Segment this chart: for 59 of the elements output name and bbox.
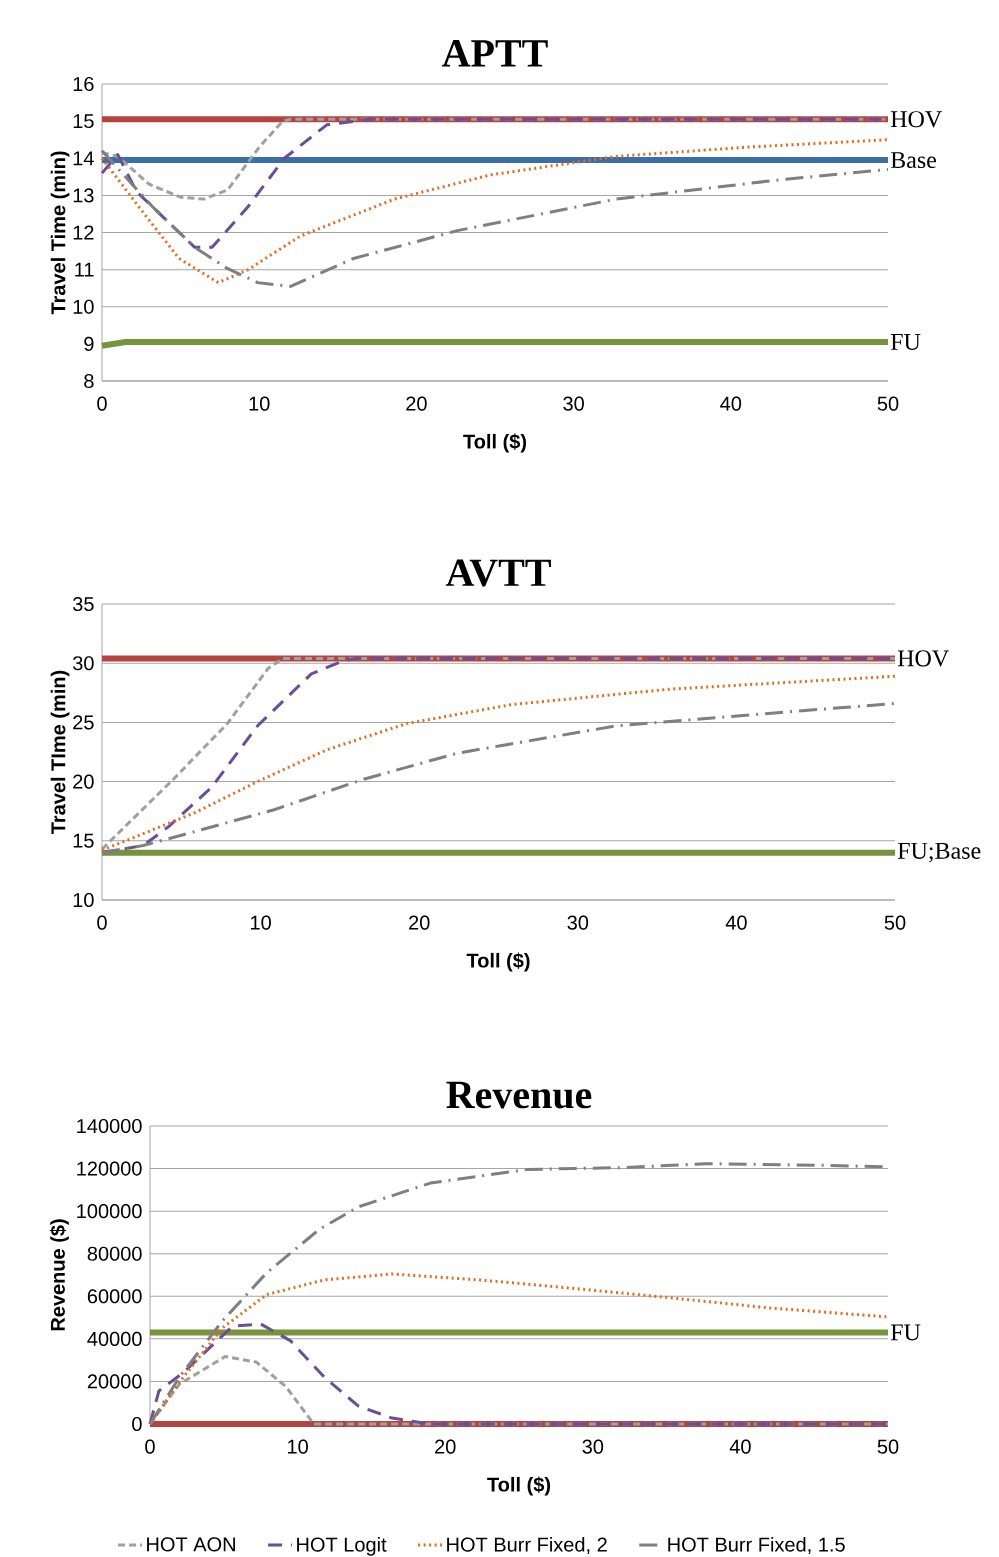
y-tick-label: 60000 xyxy=(87,1289,142,1304)
y-axis-title: Revenue ($) xyxy=(49,1219,69,1331)
y-tick-label: 30 xyxy=(72,656,94,671)
series-label: FU xyxy=(890,334,921,350)
series-label: HOV xyxy=(897,650,949,667)
x-tick-label: 40 xyxy=(729,1439,751,1454)
legend-label: HOT Burr Fixed, 2 xyxy=(447,1537,607,1555)
x-tick-label: 50 xyxy=(884,915,906,930)
y-tick-label: 15 xyxy=(73,114,94,129)
x-tick-label: 30 xyxy=(567,915,589,930)
x-tick-label: 30 xyxy=(582,1439,604,1454)
y-axis-title: Travel TIme (min) xyxy=(50,670,70,835)
series-label: FU xyxy=(890,1324,921,1341)
y-tick-label: 12 xyxy=(73,225,94,240)
x-tick-label: 20 xyxy=(409,915,430,930)
x-tick-label: 50 xyxy=(877,1439,899,1454)
y-tick-label: 0 xyxy=(132,1416,142,1432)
y-tick-label: 16 xyxy=(73,76,94,92)
x-tick-label: 30 xyxy=(563,396,584,411)
x-tick-label: 20 xyxy=(406,396,427,411)
y-tick-label: 13 xyxy=(73,188,94,203)
chart-title: Revenue xyxy=(446,1081,592,1109)
y-tick-label: 20000 xyxy=(87,1374,142,1389)
x-tick-label: 10 xyxy=(249,396,270,411)
x-axis-title: Toll ($) xyxy=(487,1476,551,1496)
y-tick-label: 120000 xyxy=(77,1161,142,1176)
y-tick-label: 80000 xyxy=(87,1246,142,1261)
legend-label: HOT Logit xyxy=(297,1537,387,1556)
x-axis-title: Toll ($) xyxy=(466,952,530,972)
chart-title: APTT xyxy=(442,40,548,67)
line-series xyxy=(100,701,897,855)
x-axis-title: Toll ($) xyxy=(463,433,527,453)
y-tick-label: 8 xyxy=(84,373,94,389)
y-tick-label: 11 xyxy=(75,262,94,277)
y-tick-label: 10 xyxy=(73,299,94,314)
x-tick-label: 50 xyxy=(877,396,899,411)
y-tick-label: 25 xyxy=(73,715,94,730)
x-tick-label: 10 xyxy=(288,1439,308,1454)
y-tick-label: 35 xyxy=(72,596,94,612)
x-tick-label: 10 xyxy=(251,915,271,930)
y-tick-label: 20 xyxy=(73,774,94,789)
y-tick-label: 14 xyxy=(73,151,94,166)
y-axis-title: Travel Time (min) xyxy=(50,151,70,315)
y-tick-label: 10 xyxy=(73,892,94,908)
legend-label: HOT Burr Fixed, 1.5 xyxy=(668,1537,845,1555)
x-tick-label: 0 xyxy=(145,1439,155,1454)
chart-title: AVTT xyxy=(445,559,551,587)
x-tick-label: 20 xyxy=(435,1439,456,1454)
y-tick-label: 9 xyxy=(84,336,94,351)
legend-label: HOT AON xyxy=(147,1537,235,1552)
y-tick-label: 15 xyxy=(73,833,94,848)
series-label: Base xyxy=(890,152,937,169)
x-tick-label: 40 xyxy=(725,915,747,930)
y-tick-label: 140000 xyxy=(77,1118,142,1134)
y-tick-label: 100000 xyxy=(77,1204,142,1219)
series-label: FU;Base xyxy=(897,842,981,863)
x-tick-label: 40 xyxy=(720,396,742,411)
y-tick-label: 40000 xyxy=(87,1331,142,1346)
series-label: HOV xyxy=(890,111,942,128)
